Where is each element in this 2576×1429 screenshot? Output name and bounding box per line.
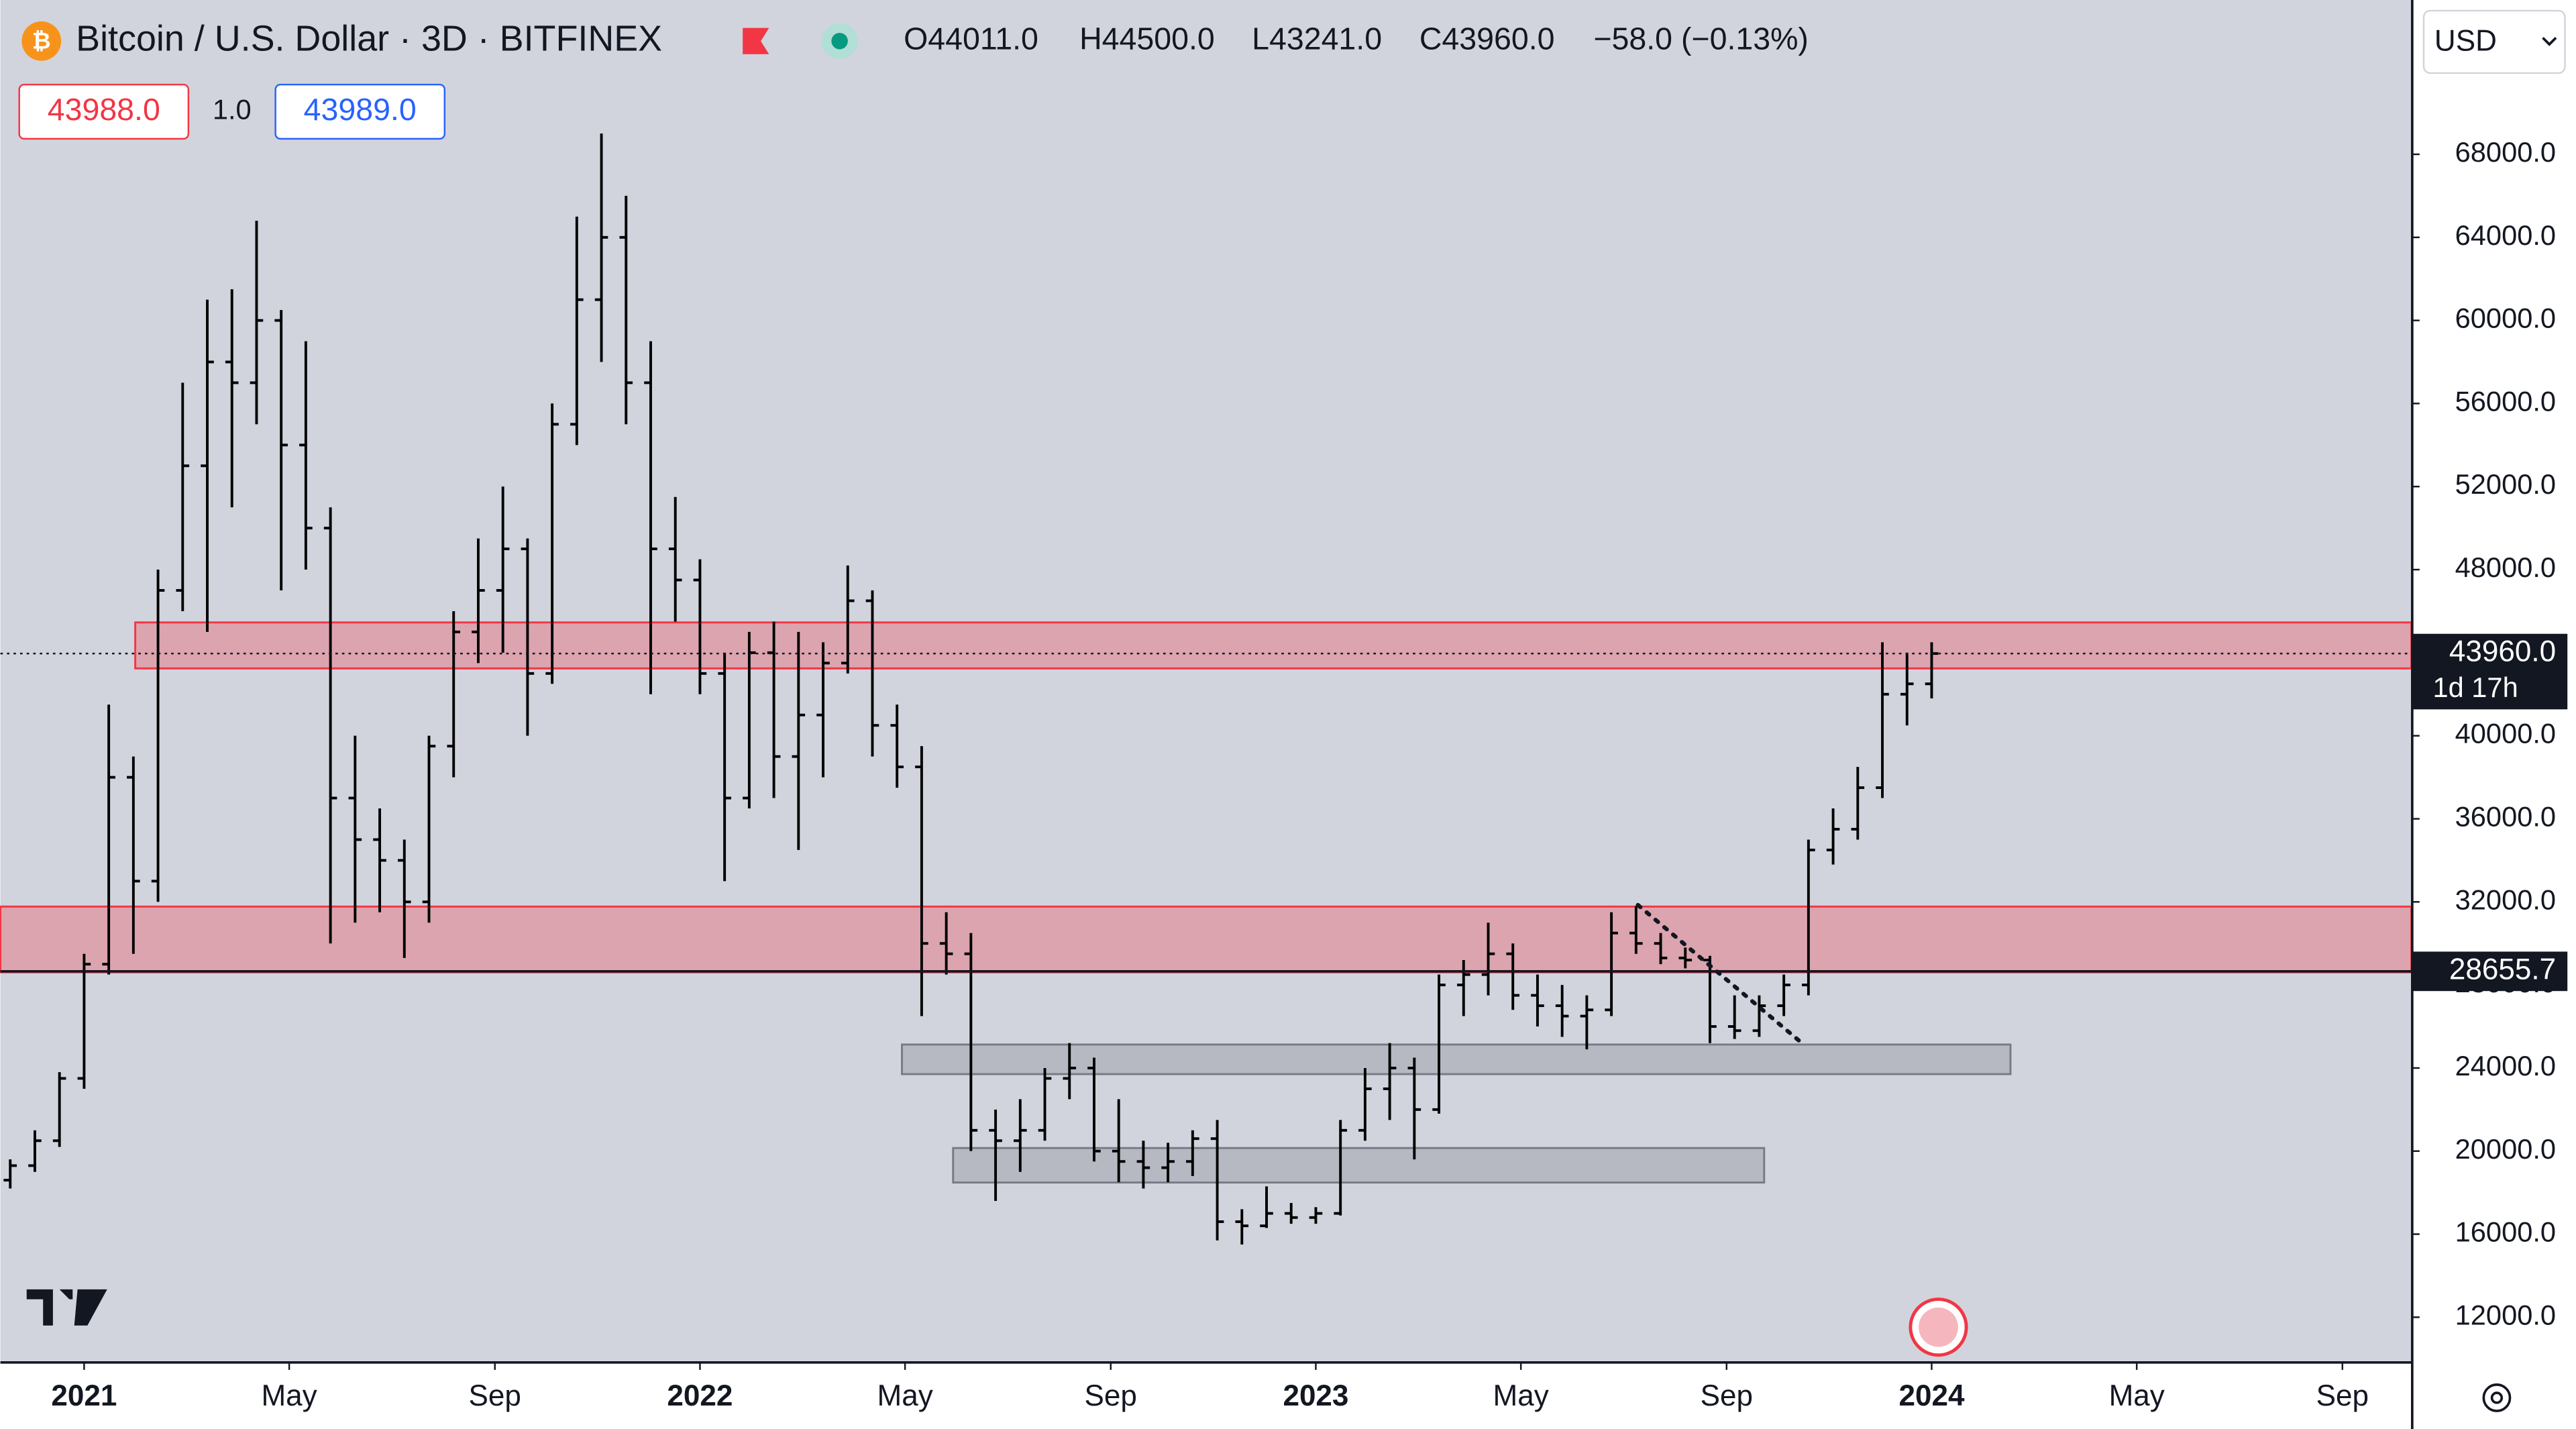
y-tick-label: 56000.0 xyxy=(2455,385,2556,417)
coin-icon xyxy=(21,21,62,61)
legend-open: O44011.0 xyxy=(904,21,1038,56)
x-tick-label: 2021 xyxy=(51,1379,117,1412)
x-tick-label: Sep xyxy=(1701,1379,1753,1412)
zone xyxy=(901,1043,2012,1075)
x-tick-label: May xyxy=(261,1379,317,1412)
y-tick-label: 52000.0 xyxy=(2455,468,2556,500)
status-dot xyxy=(831,32,848,50)
x-tick-label: 2022 xyxy=(667,1379,733,1412)
legend-high: H44500.0 xyxy=(1079,21,1215,56)
zone xyxy=(134,621,2413,670)
sell-price[interactable]: 43988.0 xyxy=(48,92,160,127)
x-tick-label: May xyxy=(877,1379,933,1412)
last-price-label: 43960.0 xyxy=(2449,635,2556,668)
x-tick-label: Sep xyxy=(1085,1379,1137,1412)
y-tick-label: 12000.0 xyxy=(2455,1299,2556,1330)
y-tick-label: 20000.0 xyxy=(2455,1133,2556,1165)
sell-button[interactable] xyxy=(18,83,190,140)
legend-change: −58.0 (−0.13%) xyxy=(1593,21,1809,56)
level-label: 28655.7 xyxy=(2449,953,2556,986)
plot-background xyxy=(0,0,2412,1362)
spread: 1.0 xyxy=(213,93,252,125)
tv-logo[interactable] xyxy=(26,1289,107,1326)
x-tick-label: 2023 xyxy=(1283,1379,1348,1412)
x-tick-label: Sep xyxy=(2316,1379,2369,1412)
last-price-tag xyxy=(2413,633,2568,710)
buy-button[interactable] xyxy=(274,83,446,140)
chart-title: Bitcoin / U.S. Dollar · 3D · BITFINEX xyxy=(76,18,662,58)
countdown: 1d 17h xyxy=(2432,672,2518,703)
y-tick-label: 48000.0 xyxy=(2455,551,2556,583)
y-tick-label: 60000.0 xyxy=(2455,303,2556,334)
dropdown-chevron xyxy=(2542,37,2557,46)
currency-select[interactable] xyxy=(2422,9,2566,74)
coin-symbol: ₿ xyxy=(32,29,51,54)
legend-low: L43241.0 xyxy=(1252,21,1382,56)
y-tick-label: 32000.0 xyxy=(2455,884,2556,915)
y-tick-label: 24000.0 xyxy=(2455,1050,2556,1081)
legend-close: C43960.0 xyxy=(1419,21,1555,56)
x-tick-label: May xyxy=(1493,1379,1549,1412)
y-tick-label: 36000.0 xyxy=(2455,800,2556,832)
level-tag xyxy=(2413,951,2568,992)
zone xyxy=(0,905,2413,973)
x-tick-label: 2024 xyxy=(1898,1379,1964,1412)
settings-icon[interactable] xyxy=(2482,1383,2512,1412)
plot xyxy=(0,134,2413,1245)
x-tick-label: Sep xyxy=(469,1379,521,1412)
zone xyxy=(952,1147,1766,1184)
trend-line xyxy=(1635,902,1804,1045)
x-tick-label: May xyxy=(2109,1379,2165,1412)
event-flag xyxy=(1919,1307,1958,1347)
y-tick-label: 16000.0 xyxy=(2455,1216,2556,1248)
buy-price[interactable]: 43989.0 xyxy=(304,92,417,127)
currency-label[interactable]: USD xyxy=(2434,24,2497,57)
settings-icon-center xyxy=(2490,1391,2504,1404)
flag-icon[interactable] xyxy=(743,28,769,54)
y-tick-label: 40000.0 xyxy=(2455,718,2556,749)
y-tick-label: 68000.0 xyxy=(2455,136,2556,168)
y-tick-label: 64000.0 xyxy=(2455,219,2556,251)
